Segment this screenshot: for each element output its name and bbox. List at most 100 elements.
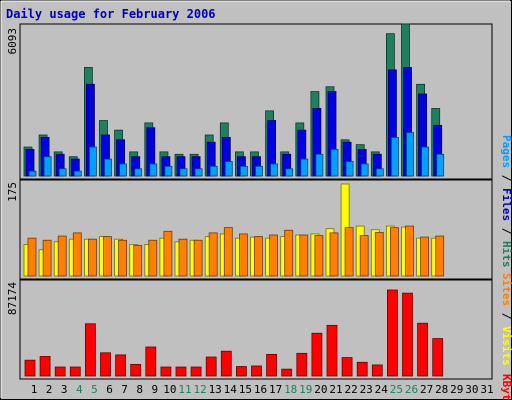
panel-1-axis-label: Pages / Files / Hits xyxy=(500,135,512,268)
x-tick-label-3: 3 xyxy=(61,383,68,396)
bar-kbytes-27 xyxy=(417,322,429,377)
x-tick-label-27: 27 xyxy=(420,383,433,396)
panel-1-max-label: 6093 xyxy=(6,28,19,55)
bar-sites-13 xyxy=(208,232,218,277)
bar-kbytes-9 xyxy=(145,346,157,377)
panel-2-bars xyxy=(23,183,445,277)
chart-title: Daily usage for February 2006 xyxy=(6,7,216,21)
label-pages: Pages xyxy=(500,135,512,168)
bar-sites-1 xyxy=(27,237,37,277)
bar-sites-24 xyxy=(374,231,384,277)
bar-sites-19 xyxy=(299,234,309,277)
x-tick-label-9: 9 xyxy=(151,383,158,396)
bar-kbytes-5 xyxy=(85,323,96,377)
bar-pages-11 xyxy=(179,168,188,177)
x-tick-label-8: 8 xyxy=(136,383,143,396)
label-sep-3: / xyxy=(500,306,512,326)
bar-kbytes-8 xyxy=(130,363,142,377)
x-tick-label-10: 10 xyxy=(163,383,176,396)
bar-sites-25 xyxy=(389,227,399,277)
bar-pages-6 xyxy=(104,158,112,177)
bar-sites-12 xyxy=(193,239,203,277)
bar-kbytes-10 xyxy=(160,366,172,377)
bar-pages-17 xyxy=(270,163,279,177)
x-tick-label-5: 5 xyxy=(91,383,98,396)
bar-sites-26 xyxy=(405,225,414,277)
bar-pages-16 xyxy=(255,165,263,177)
label-visits: Visits xyxy=(500,326,512,366)
bar-pages-5 xyxy=(89,146,97,177)
bar-pages-3 xyxy=(58,168,67,177)
bar-pages-7 xyxy=(119,163,127,177)
x-tick-label-23: 23 xyxy=(360,383,373,396)
bar-sites-10 xyxy=(163,230,173,277)
bar-kbytes-2 xyxy=(39,356,51,377)
bar-pages-12 xyxy=(194,168,203,177)
bar-sites-3 xyxy=(57,235,67,277)
bar-kbytes-1 xyxy=(24,359,36,377)
bar-kbytes-13 xyxy=(205,356,217,377)
x-tick-label-4: 4 xyxy=(76,383,83,396)
bar-pages-20 xyxy=(315,153,324,177)
bar-kbytes-4 xyxy=(69,366,81,377)
bar-sites-18 xyxy=(284,229,294,277)
bar-pages-15 xyxy=(239,165,248,177)
bar-pages-18 xyxy=(285,168,294,177)
bar-sites-6 xyxy=(103,236,112,277)
x-tick-label-1: 1 xyxy=(31,383,38,396)
x-tick-label-6: 6 xyxy=(106,383,113,396)
bar-sites-27 xyxy=(420,236,430,277)
panel-2-max-label: 175 xyxy=(6,182,19,202)
label-sep-1: / xyxy=(500,168,512,188)
bar-kbytes-21 xyxy=(326,324,338,377)
bar-kbytes-3 xyxy=(54,366,66,377)
bar-sites-14 xyxy=(223,227,233,277)
bar-kbytes-20 xyxy=(311,332,323,377)
x-tick-label-31: 31 xyxy=(480,383,493,396)
bar-pages-21 xyxy=(330,149,339,177)
x-tick-label-16: 16 xyxy=(254,383,267,396)
bar-sites-8 xyxy=(133,245,143,277)
bar-sites-17 xyxy=(269,234,279,277)
panel-2-axis-label: Sites / Visits xyxy=(500,273,512,366)
bar-kbytes-6 xyxy=(100,352,111,377)
bar-pages-14 xyxy=(224,161,233,177)
panel-1-bars xyxy=(23,23,445,177)
bar-kbytes-28 xyxy=(432,338,444,377)
bar-sites-23 xyxy=(359,235,369,277)
bar-kbytes-16 xyxy=(251,365,262,377)
bar-sites-15 xyxy=(238,233,248,277)
bar-pages-10 xyxy=(164,165,173,177)
bar-pages-27 xyxy=(421,146,430,177)
label-hits: Hits xyxy=(500,241,512,268)
x-tick-label-11: 11 xyxy=(178,383,191,396)
bar-pages-26 xyxy=(406,132,414,177)
label-sites: Sites xyxy=(500,273,512,306)
bar-kbytes-26 xyxy=(402,292,413,377)
bar-kbytes-24 xyxy=(371,364,383,377)
x-axis-labels: 1 2 3 4 5 6 7 8 9 10 11 12 13 14 15 16 17 18 19 20 21 22 23 24 2… xyxy=(31,383,494,396)
bar-pages-19 xyxy=(300,158,309,177)
x-tick-label-13: 13 xyxy=(209,383,222,396)
bar-pages-22 xyxy=(345,161,354,177)
x-tick-label-17: 17 xyxy=(269,383,282,396)
panel-3-bars xyxy=(24,289,444,377)
bar-kbytes-14 xyxy=(220,350,232,377)
bar-kbytes-15 xyxy=(235,366,247,377)
bar-sites-2 xyxy=(42,239,52,277)
x-tick-label-2: 2 xyxy=(46,383,53,396)
panel-3-bg xyxy=(19,279,493,380)
bar-pages-2 xyxy=(43,156,52,177)
x-tick-label-14: 14 xyxy=(224,383,238,396)
x-tick-label-26: 26 xyxy=(405,383,418,396)
label-sep-2: / xyxy=(500,221,512,241)
bar-kbytes-12 xyxy=(190,366,202,377)
bar-pages-13 xyxy=(209,165,218,177)
x-tick-label-25: 25 xyxy=(390,383,403,396)
bar-pages-8 xyxy=(134,168,143,177)
bar-pages-28 xyxy=(436,153,445,177)
bar-pages-25 xyxy=(390,136,399,177)
bar-sites-28 xyxy=(435,235,445,277)
bar-kbytes-11 xyxy=(175,366,187,377)
